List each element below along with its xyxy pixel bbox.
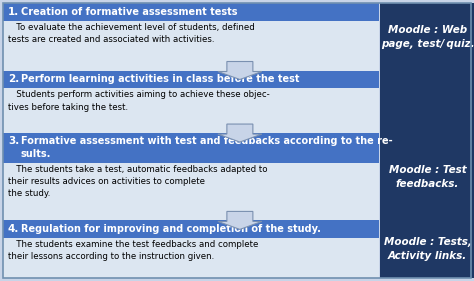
Text: 3.: 3. (8, 136, 19, 146)
Text: 4.: 4. (8, 224, 19, 234)
Bar (3, 163, 379, 220)
Text: To evaluate the achievement level of students, defined
tests are created and ass: To evaluate the achievement level of stu… (8, 23, 255, 44)
Bar (380, 71, 474, 133)
Text: Formative assessment with test and feedbacks according to the re-: Formative assessment with test and feedb… (21, 136, 392, 146)
Bar (380, 220, 474, 278)
Polygon shape (218, 62, 262, 80)
Bar (3, 21, 379, 71)
Text: Perform learning activities in class before the test: Perform learning activities in class bef… (21, 74, 300, 85)
Text: The students take a test, automatic feedbacks adapted to
their results advices o: The students take a test, automatic feed… (8, 165, 267, 198)
Bar (3, 238, 379, 278)
Text: The students examine the test feedbacks and complete
their lessons according to : The students examine the test feedbacks … (8, 240, 258, 261)
Bar (380, 3, 474, 71)
Text: Moodle : Test
feedbacks.: Moodle : Test feedbacks. (389, 165, 466, 189)
Polygon shape (218, 124, 262, 142)
Text: Students perform activities aiming to achieve these objec-
tives before taking t: Students perform activities aiming to ac… (8, 90, 270, 112)
Text: Creation of formative assessment tests: Creation of formative assessment tests (21, 7, 237, 17)
Bar (3, 3, 379, 21)
Text: 2.: 2. (8, 74, 19, 85)
Bar (3, 220, 379, 238)
Text: Regulation for improving and completion of the study.: Regulation for improving and completion … (21, 224, 321, 234)
Text: Moodle : Web
page, test/ quiz.: Moodle : Web page, test/ quiz. (381, 25, 474, 49)
Text: 1.: 1. (8, 7, 19, 17)
Bar (3, 133, 379, 163)
Bar (3, 71, 379, 89)
Text: Moodle : Tests,
Activity links.: Moodle : Tests, Activity links. (383, 237, 472, 261)
Bar (380, 133, 474, 220)
Bar (3, 89, 379, 133)
Polygon shape (218, 211, 262, 229)
Text: sults.: sults. (21, 149, 51, 160)
